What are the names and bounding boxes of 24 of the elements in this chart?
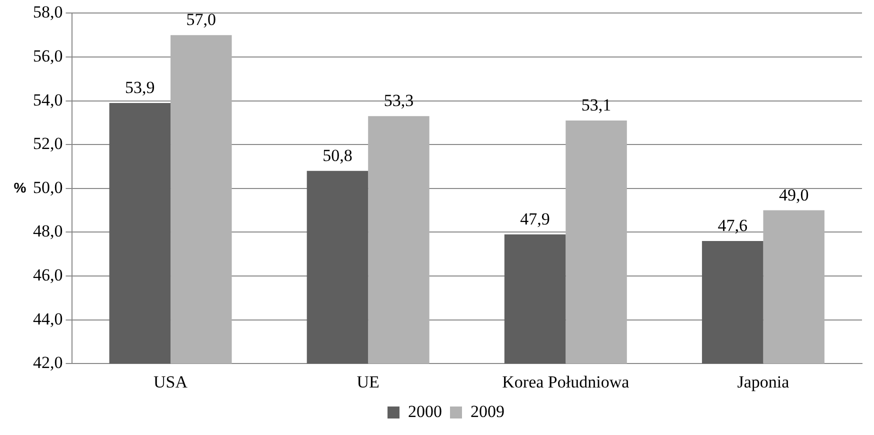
data-label: 50,8 — [322, 146, 352, 165]
x-tick-label: UE — [356, 372, 380, 392]
data-label: 53,3 — [384, 91, 414, 110]
data-label: 57,0 — [186, 10, 216, 30]
x-tick-label: Korea Południowa — [502, 372, 630, 392]
x-tick-label: USA — [154, 372, 188, 392]
y-tick-label: 52,0 — [33, 134, 63, 154]
legend-label: 2009 — [470, 402, 504, 421]
data-label: 53,1 — [581, 95, 612, 114]
data-label: 47,6 — [718, 216, 748, 235]
y-tick-label: 58,0 — [33, 2, 63, 22]
legend-label: 2000 — [408, 402, 442, 421]
y-tick-label: 42,0 — [33, 353, 63, 372]
y-tick-label: 54,0 — [33, 90, 63, 110]
y-tick-label: 50,0 — [33, 178, 63, 197]
y-tick-label: 48,0 — [33, 222, 63, 241]
y-axis-title: % — [14, 179, 27, 196]
y-tick-label: 46,0 — [33, 265, 63, 284]
y-tick-label: 56,0 — [33, 46, 63, 66]
data-label: 47,9 — [520, 209, 550, 228]
x-tick-label: Japonia — [737, 372, 790, 392]
data-label: 53,9 — [125, 78, 155, 97]
data-label: 49,0 — [778, 185, 809, 204]
y-tick-label: 44,0 — [33, 309, 63, 328]
